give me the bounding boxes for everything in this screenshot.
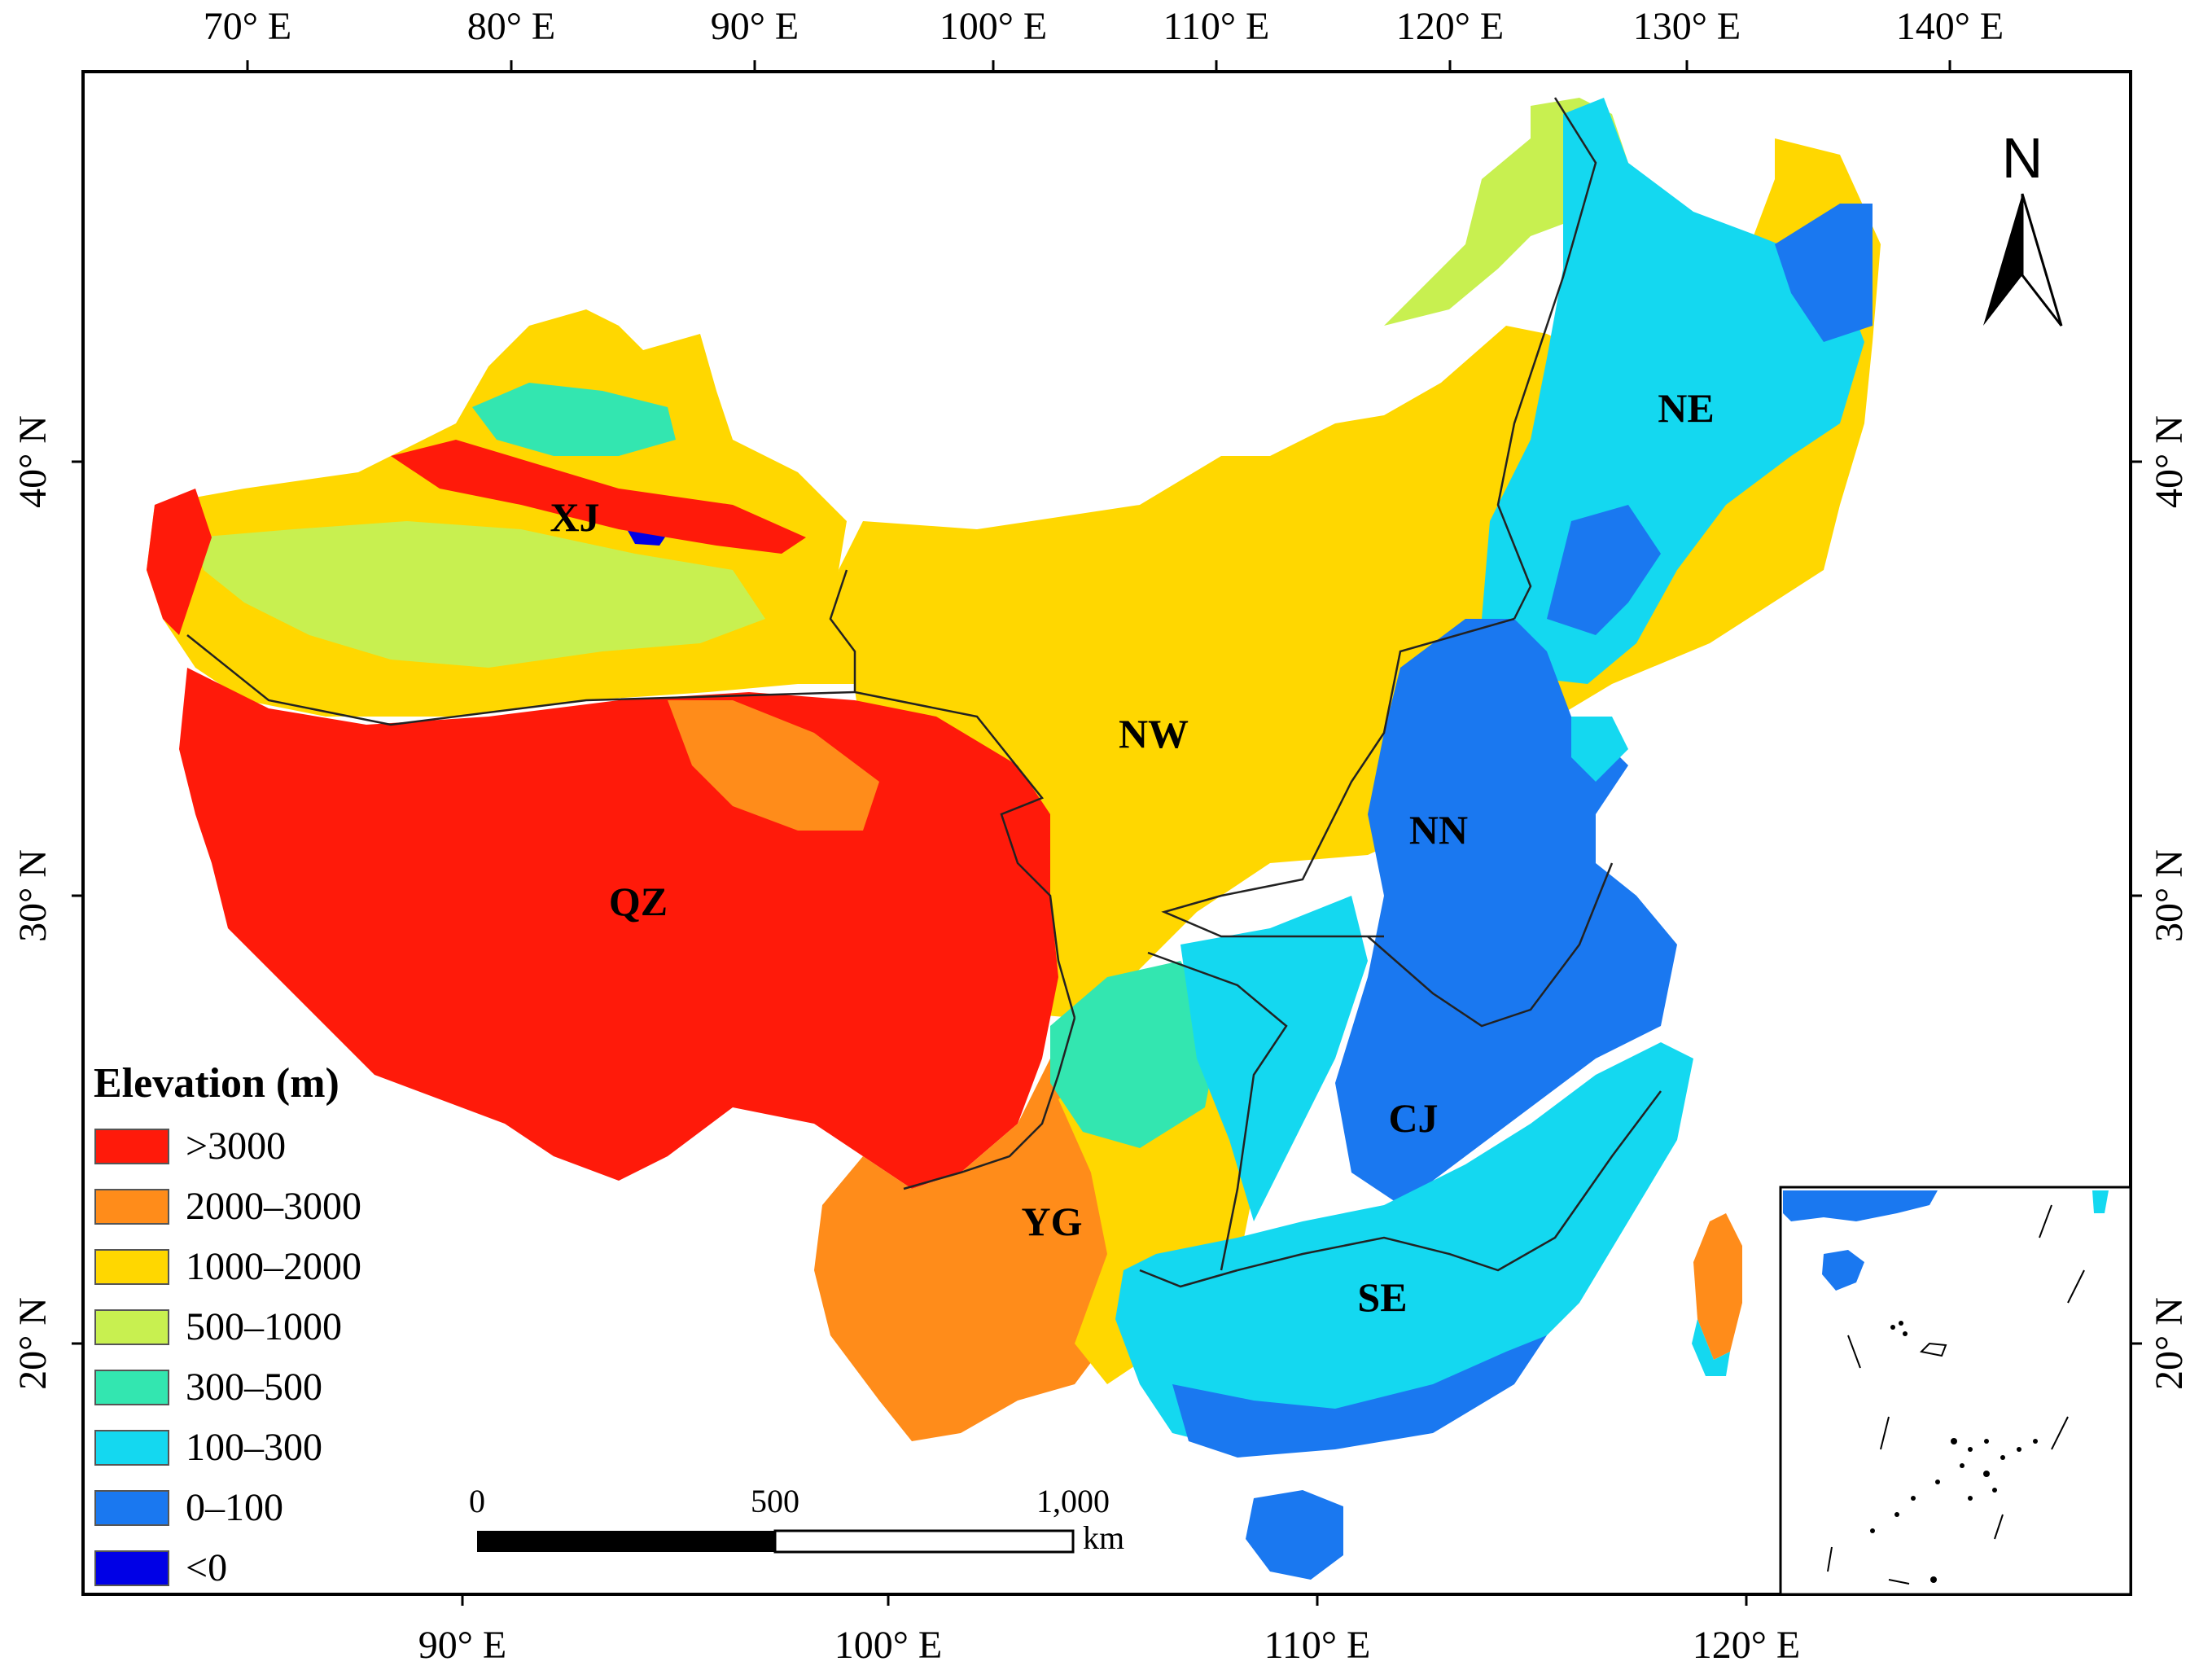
legend-label: <0 xyxy=(186,1546,227,1589)
boundary-xj-qz xyxy=(186,634,856,726)
top-axis-label: 120° E xyxy=(1396,5,1505,48)
top-axis: 70° E 80° E 90° E 100° E 110° E 120° E 130° E 1… xyxy=(204,5,2004,72)
scale-label-0: 0 xyxy=(469,1483,485,1519)
region-label-nw: NW xyxy=(1119,711,1189,756)
left-axis-label: 30° N xyxy=(11,849,55,942)
terrain-sichuan-basin xyxy=(1050,961,1221,1148)
right-axis-label: 30° N xyxy=(2148,849,2191,942)
scale-segment-black xyxy=(477,1531,775,1552)
bottom-axis-label: 100° E xyxy=(834,1624,943,1667)
region-label-qz: QZ xyxy=(609,879,668,924)
terrain-southeast xyxy=(1115,1042,1693,1449)
top-axis-label: 80° E xyxy=(467,5,556,48)
legend-title: Elevation (m) xyxy=(94,1060,339,1107)
legend-swatch xyxy=(94,1430,169,1466)
terrain-taiwan-coast xyxy=(1692,1319,1730,1376)
terrain-hainan xyxy=(1246,1490,1343,1580)
terrain-southeast-coast xyxy=(1172,1335,1547,1458)
north-arrow-right-half xyxy=(2021,193,2063,327)
terrain-west-rim xyxy=(147,489,212,635)
legend-label: 1000–2000 xyxy=(186,1245,361,1288)
scale-unit: km xyxy=(1083,1519,1124,1556)
boundary-xj-nw xyxy=(829,569,856,692)
north-arrow-label: N xyxy=(2002,126,2043,190)
legend-label: 0–100 xyxy=(186,1486,283,1529)
top-axis-label: 140° E xyxy=(1896,5,2004,48)
legend-swatch xyxy=(94,1309,169,1345)
terrain-xinjiang-basin xyxy=(195,521,765,668)
region-labels: XJ NW NE NN QZ YG CJ SE xyxy=(550,385,1714,1320)
terrain-northeast-plain xyxy=(1775,204,1873,342)
terrain-xinjiang-north-basin xyxy=(472,383,676,456)
legend-label: 500–1000 xyxy=(186,1305,342,1348)
boundary-nn-cj xyxy=(1367,862,1614,1028)
legend-label: 2000–3000 xyxy=(186,1185,361,1228)
region-label-ne: NE xyxy=(1658,385,1714,431)
legend-label: 300–500 xyxy=(186,1366,322,1409)
terrain-tianshan xyxy=(391,440,806,554)
legend-swatch xyxy=(94,1249,169,1285)
terrain-central-hills xyxy=(1180,896,1368,1221)
bottom-axis-label: 110° E xyxy=(1264,1624,1371,1667)
inset-hainan xyxy=(1822,1250,1864,1291)
terrain-taiwan xyxy=(1693,1213,1742,1360)
scale-label-1000: 1,000 xyxy=(1036,1483,1110,1519)
region-boundaries xyxy=(186,97,1662,1288)
bottom-axis-label: 120° E xyxy=(1693,1624,1801,1667)
legend-label: >3000 xyxy=(186,1124,286,1168)
top-axis-label: 70° E xyxy=(204,5,292,48)
top-axis-label: 90° E xyxy=(711,5,799,48)
china-landmass xyxy=(147,98,1881,1580)
top-axis-label: 110° E xyxy=(1163,5,1270,48)
left-axis-label: 20° N xyxy=(11,1297,55,1390)
boundary-nw-yg xyxy=(1147,951,1288,1271)
top-axis-label: 100° E xyxy=(940,5,1048,48)
inset-taiwan xyxy=(2092,1190,2109,1213)
boundary-cj-se xyxy=(1237,1090,1662,1272)
bottom-axis: 90° E 100° E 110° E 120° E xyxy=(418,1594,1801,1667)
north-arrow-left-half xyxy=(1983,194,2022,326)
left-axis-label: 40° N xyxy=(11,415,55,508)
region-label-cj: CJ xyxy=(1388,1095,1438,1141)
right-axis-label: 20° N xyxy=(2148,1297,2191,1390)
inset-frame xyxy=(1779,1186,2132,1596)
legend-swatch xyxy=(94,1129,169,1164)
right-axis-label: 40° N xyxy=(2148,415,2191,508)
top-axis-label: 130° E xyxy=(1633,5,1741,48)
inset-islands xyxy=(1827,1204,2085,1585)
boundary-nw-nn xyxy=(1161,617,1515,938)
region-label-nn: NN xyxy=(1409,807,1468,853)
region-label-xj: XJ xyxy=(550,494,599,540)
legend-swatch xyxy=(94,1490,169,1526)
scale-bar: 0 500 1,000 km xyxy=(469,1483,1124,1556)
inset-coast xyxy=(1783,1190,1938,1221)
right-axis: 40° N 30° N 20° N xyxy=(2131,415,2191,1390)
scale-segment-white xyxy=(773,1529,1075,1554)
scale-label-500: 500 xyxy=(751,1483,799,1519)
legend-swatch xyxy=(94,1370,169,1405)
inset-reefs xyxy=(1870,1321,2038,1583)
boundary-qz-nw xyxy=(854,690,1076,1019)
bottom-axis-label: 90° E xyxy=(418,1624,507,1667)
north-arrow: N xyxy=(1983,126,2063,327)
region-label-se: SE xyxy=(1357,1274,1407,1320)
terrain-qaidam-basin xyxy=(668,700,879,831)
legend-label: 100–300 xyxy=(186,1426,322,1469)
boundary-qz-yg xyxy=(903,1017,1076,1190)
terrain-northeast-plain-south xyxy=(1547,505,1661,635)
boundary-yg-se xyxy=(1139,1269,1238,1288)
region-label-yg: YG xyxy=(1022,1199,1083,1244)
legend-swatch xyxy=(94,1189,169,1225)
left-axis: 40° N 30° N 20° N xyxy=(11,415,83,1390)
legend-swatch xyxy=(94,1550,169,1586)
legend: Elevation (m) >3000 2000–3000 1000–2000 500… xyxy=(94,1060,361,1589)
terrain-shandong xyxy=(1571,717,1628,782)
boundary-nw-ne xyxy=(1496,97,1597,620)
inset-map xyxy=(1779,1186,2132,1596)
